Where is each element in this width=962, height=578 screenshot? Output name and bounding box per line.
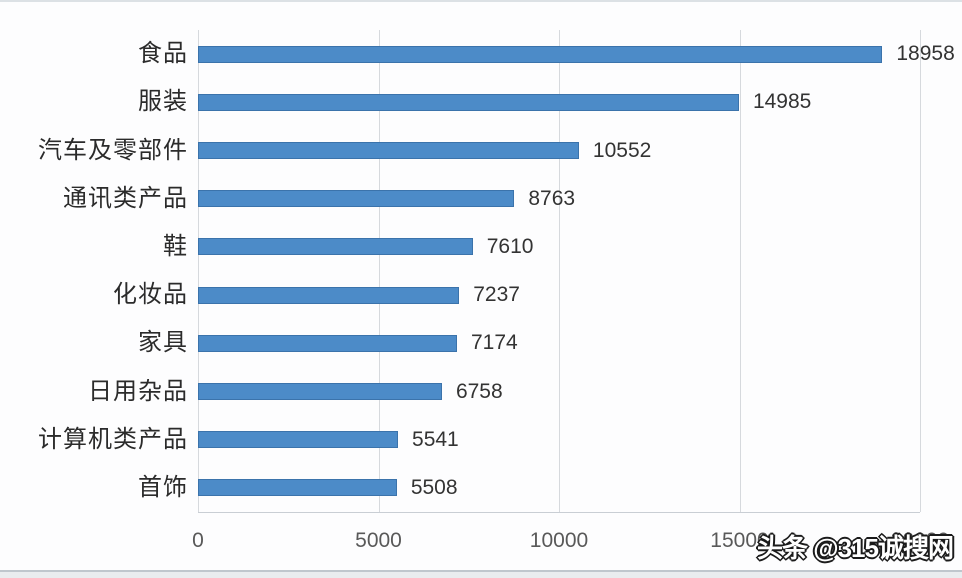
gridline [559,30,560,512]
bottom-edge-strip [0,570,962,578]
bar [198,286,460,304]
bar [198,142,579,159]
category-label: 通讯类产品 [63,184,188,212]
bar [198,93,739,111]
category-label: 食品 [138,40,188,68]
value-label: 7237 [473,283,520,307]
category-label: 首饰 [138,473,188,501]
x-tick-label: 10000 [529,529,589,552]
value-label: 7174 [470,331,518,355]
category-label: 日用杂品 [88,377,188,405]
top-edge-line [0,0,962,2]
value-label: 14985 [752,90,812,114]
value-label: 10552 [592,138,652,162]
x-tick-label: 5000 [355,529,402,552]
value-label: 8763 [528,186,576,210]
bar [198,431,399,449]
category-label: 化妆品 [113,281,188,309]
bar [198,190,515,208]
bar [198,479,397,497]
x-tick-label: 20000 [890,529,950,552]
category-label: 鞋 [163,232,188,260]
bar [198,334,457,352]
value-label: 5508 [410,475,458,499]
bar [198,238,473,256]
value-label: 18958 [896,42,955,66]
gridline [198,30,199,512]
category-label: 家具 [138,329,188,357]
watermark: 头条 @315诚搜网 [757,533,954,563]
bar [198,45,883,63]
value-label: 7610 [486,234,534,258]
gridline [378,30,380,512]
value-label: 5541 [412,427,459,451]
gridline [920,30,921,512]
x-tick-label: 15000 [710,529,769,552]
x-axis-line [198,512,920,513]
bar [198,383,442,400]
value-label: 6758 [455,379,503,403]
gridline [739,30,741,512]
category-label: 汽车及零部件 [38,136,188,164]
x-tick-label: 0 [192,529,204,552]
category-label: 服装 [138,88,188,116]
watermark-text: 头条 @315诚搜网 [757,533,954,563]
category-label: 计算机类产品 [38,425,188,453]
